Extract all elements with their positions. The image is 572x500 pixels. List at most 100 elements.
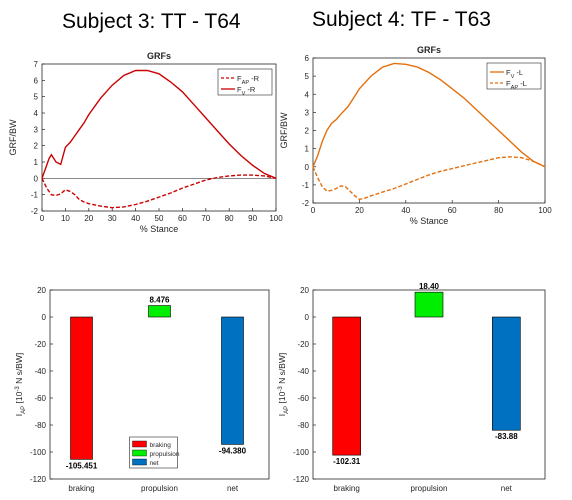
series-line	[41, 174, 277, 209]
series-line	[312, 62, 546, 168]
y-tick-label: 5	[305, 72, 310, 81]
y-tick-label: 20	[37, 286, 46, 295]
y-tick-label: 2	[305, 127, 310, 136]
y-axis-label: IAP [10-3 N s/BW]	[14, 353, 27, 416]
x-tick-label: 40	[401, 206, 410, 215]
x-tick-label: 0	[311, 206, 316, 215]
y-tick-label: 0	[34, 174, 39, 183]
data-label: -83.88	[495, 432, 518, 441]
y-tick-label: 1	[34, 158, 39, 167]
legend-entry: FV -R	[237, 85, 256, 97]
y-tick-label: 2	[34, 142, 39, 151]
x-tick-label: 10	[61, 214, 70, 223]
y-tick-label: 4	[34, 109, 39, 118]
legend-entry: propulsion	[150, 451, 180, 458]
y-tick-label: -2	[31, 207, 39, 216]
legend-swatch	[132, 440, 147, 448]
y-tick-label: -1	[302, 181, 310, 190]
y-tick-label: 5	[34, 93, 39, 102]
data-label: -102.31	[333, 457, 361, 466]
legend-entry: FV -L	[506, 68, 523, 80]
y-tick-label: -60	[297, 394, 309, 403]
x-tick-label: propulsion	[411, 484, 448, 493]
bar-chart-bl: 20 0 -20 -40 -60 -80 -100 -120 IAP [10-3 N s/BW]…	[14, 286, 270, 493]
y-tick-label: 1	[305, 145, 310, 154]
legend-box	[486, 62, 542, 90]
x-tick-label: 100	[269, 214, 283, 223]
x-tick-label: braking	[334, 484, 360, 493]
legend-entry: FAP -R	[237, 74, 260, 86]
line-chart-tr: GRFs 0 20 40 60 80 100 -2 -1 0 1 2 3 4 5 6 % Stance GRF/B…	[279, 45, 552, 226]
y-tick-label: 3	[305, 108, 310, 117]
y-tick-label: -40	[34, 367, 46, 376]
data-label: 18.40	[419, 282, 440, 291]
line-chart-tl: GRFs 0 10 20 30 40 50 60 70 80 90 100 -2 -1 0 1 2 3 4 5 6 7 % …	[8, 51, 283, 234]
legend-swatch	[132, 458, 147, 466]
bar	[70, 316, 93, 460]
x-tick-label: braking	[68, 484, 94, 493]
chart-title: GRFs	[147, 51, 171, 61]
y-tick-label: -80	[297, 421, 309, 430]
y-tick-label: -120	[293, 475, 310, 484]
y-tick-label: -100	[293, 448, 310, 457]
y-tick-label: 3	[34, 125, 39, 134]
y-tick-label: 4	[305, 90, 310, 99]
data-label: 8.476	[149, 296, 170, 305]
chart-title: GRFs	[417, 45, 441, 55]
x-axis-label: % Stance	[410, 216, 449, 226]
bar	[414, 291, 444, 318]
y-tick-label: 6	[305, 54, 310, 63]
y-tick-label: -80	[34, 421, 46, 430]
bar	[332, 316, 361, 456]
x-tick-label: 60	[178, 214, 187, 223]
legend-entry: net	[150, 460, 159, 467]
y-tick-label: 7	[34, 60, 39, 69]
legend-swatch	[132, 449, 147, 457]
y-tick-label: -20	[297, 340, 309, 349]
y-tick-label: -20	[34, 340, 46, 349]
x-tick-label: 90	[248, 214, 257, 223]
y-axis-label: GRF/BW	[279, 112, 289, 149]
legend-box	[217, 68, 273, 96]
y-tick-label: -60	[34, 394, 46, 403]
x-tick-label: 0	[40, 214, 45, 223]
subject-4-heading: Subject 4: TF - T63	[312, 8, 491, 31]
legend-entry: FAP -L	[506, 79, 527, 91]
x-tick-label: 80	[225, 214, 234, 223]
x-tick-label: 100	[538, 206, 552, 215]
bar	[221, 316, 244, 445]
series-line	[312, 156, 546, 201]
bar	[148, 305, 171, 318]
legend-entry: braking	[150, 442, 172, 449]
bar	[492, 316, 521, 431]
x-axis-label: % Stance	[140, 224, 179, 234]
series-line	[41, 69, 277, 179]
y-tick-label: -1	[31, 191, 39, 200]
x-tick-label: net	[501, 484, 513, 493]
x-tick-label: propulsion	[141, 484, 178, 493]
x-tick-label: 20	[355, 206, 364, 215]
x-tick-label: 50	[155, 214, 164, 223]
x-tick-label: net	[227, 484, 239, 493]
x-tick-label: 40	[131, 214, 140, 223]
subject-3-heading: Subject 3: TT - T64	[62, 10, 241, 33]
y-tick-label: 0	[305, 163, 310, 172]
y-tick-label: -120	[30, 475, 47, 484]
y-tick-label: -2	[302, 199, 310, 208]
data-label: -105.451	[66, 461, 98, 470]
x-tick-label: 80	[494, 206, 503, 215]
y-tick-label: -40	[297, 367, 309, 376]
x-tick-label: 20	[84, 214, 93, 223]
data-label: -94.380	[219, 446, 247, 455]
x-tick-label: 70	[201, 214, 210, 223]
x-tick-label: 30	[108, 214, 117, 223]
x-tick-label: 60	[448, 206, 457, 215]
y-tick-label: -100	[30, 448, 47, 457]
y-tick-label: 6	[34, 76, 39, 85]
y-axis-label: GRF/BW	[8, 119, 18, 156]
bar-chart-br: 20 0 -20 -40 -60 -80 -100 -120 IAP [10-3 N s/BW]…	[277, 282, 546, 493]
y-axis-label: IAP [10-3 N s/BW]	[277, 353, 290, 416]
y-tick-label: 20	[300, 286, 309, 295]
y-tick-label: 0	[42, 313, 47, 322]
